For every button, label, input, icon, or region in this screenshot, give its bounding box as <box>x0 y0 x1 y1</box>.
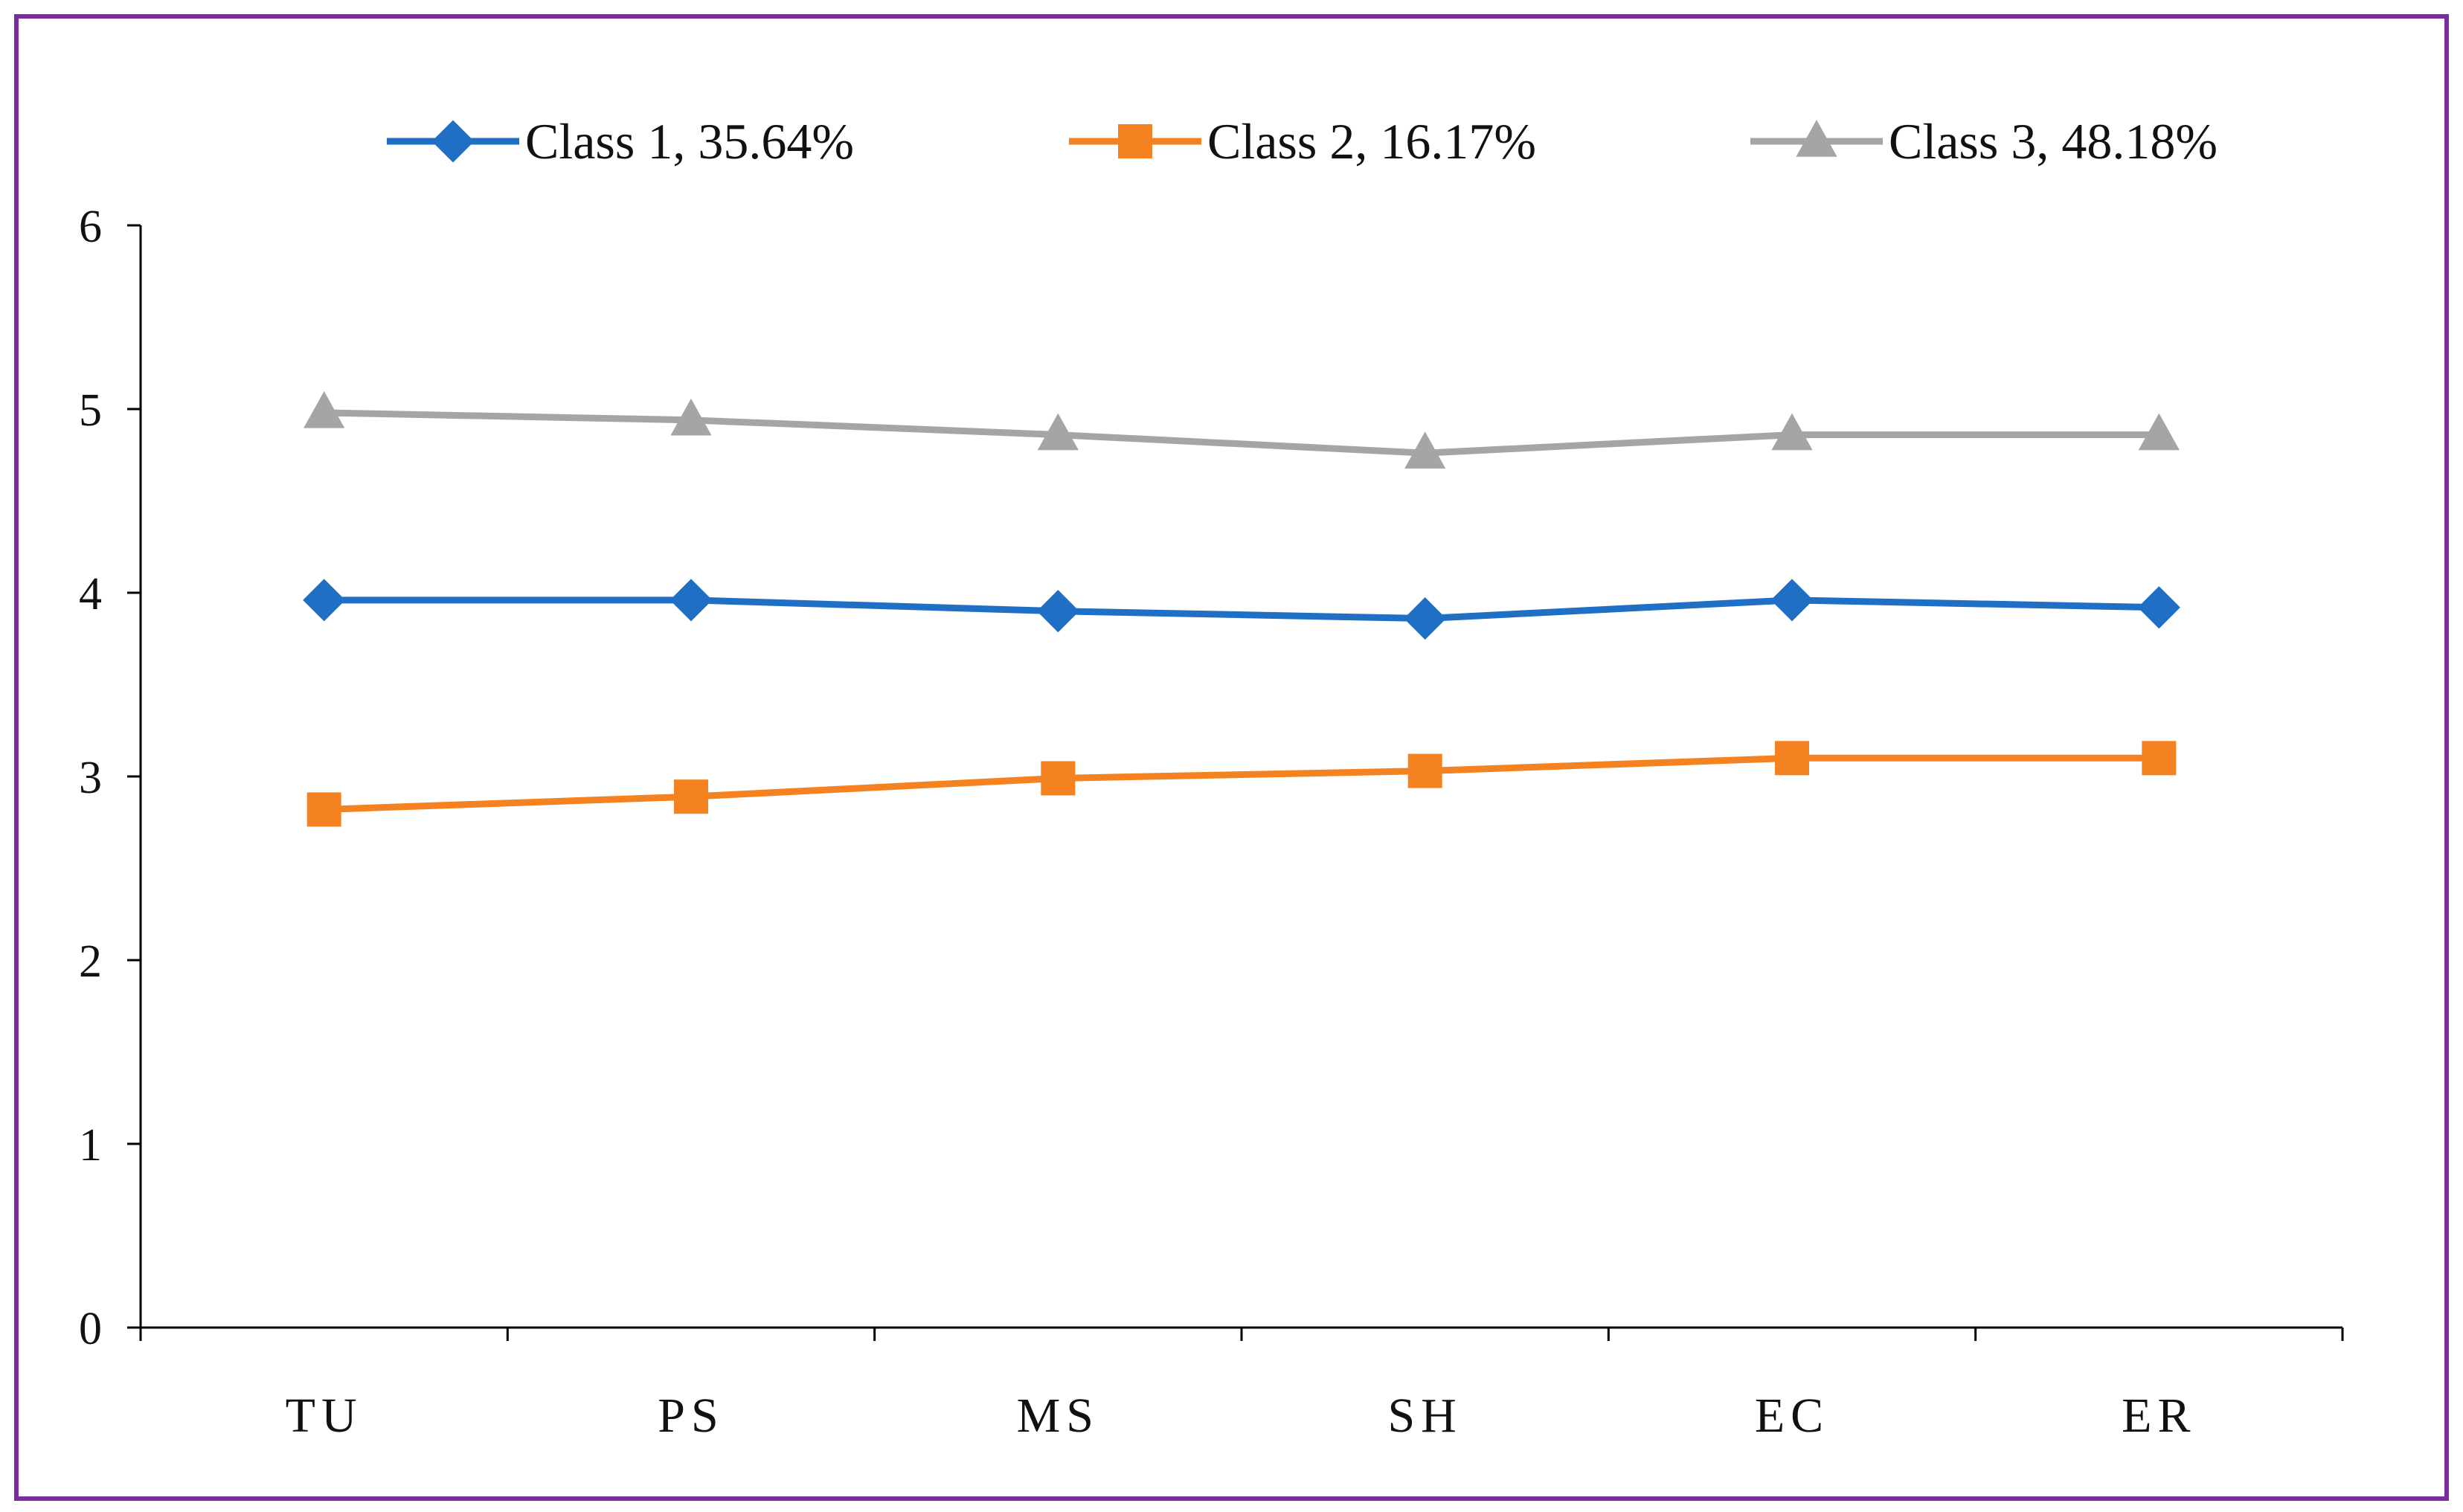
series-2 <box>306 741 2177 827</box>
x-tick-label: PS <box>658 1389 724 1443</box>
data-point <box>1041 761 1076 796</box>
x-tick-label: MS <box>1017 1389 1099 1443</box>
series-3 <box>304 390 2180 469</box>
legend-item: Class 1, 35.64% <box>387 113 854 170</box>
data-point <box>674 779 708 814</box>
data-point <box>670 398 712 436</box>
series-1 <box>303 579 2180 640</box>
data-point <box>669 579 713 622</box>
legend-label: Class 2, 16.17% <box>1207 113 1536 170</box>
axes: 0 1 2 3 4 5 6 TU PS MS SH EC ER <box>79 202 2344 1443</box>
legend-label: Class 1, 35.64% <box>525 113 854 170</box>
x-tick-label: SH <box>1387 1389 1462 1443</box>
data-point <box>1775 741 1809 776</box>
legend-marker <box>431 120 475 163</box>
data-point <box>1407 753 1442 788</box>
data-point <box>2142 741 2177 776</box>
data-point <box>2137 586 2180 629</box>
data-point <box>306 792 341 827</box>
data-point <box>1036 590 1079 633</box>
y-tick-label: 4 <box>79 569 102 620</box>
data-point <box>2138 413 2180 451</box>
series-line <box>324 596 2159 623</box>
legend-marker <box>1118 124 1152 158</box>
legend-item: Class 3, 48.18% <box>1750 113 2218 170</box>
series-line <box>324 409 2159 457</box>
y-tick-label: 5 <box>79 385 102 436</box>
x-tick-label: ER <box>2122 1389 2196 1443</box>
data-point <box>1770 579 1814 622</box>
chart-frame: Class 1, 35.64% Class 2, 16.17% Class 3, 4… <box>14 14 2449 1501</box>
legend-marker <box>1796 120 1837 157</box>
data-point <box>1771 413 1813 451</box>
y-tick-label: 1 <box>79 1120 102 1171</box>
legend: Class 1, 35.64% Class 2, 16.17% Class 3, 4… <box>387 113 2218 170</box>
line-chart: Class 1, 35.64% Class 2, 16.17% Class 3, 4… <box>79 113 2344 1443</box>
data-point <box>1404 597 1447 640</box>
y-tick-label: 2 <box>79 936 102 987</box>
legend-item: Class 2, 16.17% <box>1069 113 1536 170</box>
series-line <box>324 754 2159 813</box>
data-point <box>303 579 346 622</box>
legend-label: Class 3, 48.18% <box>1889 113 2218 170</box>
y-tick-label: 0 <box>79 1304 102 1354</box>
series-layer <box>303 390 2180 827</box>
data-point <box>304 390 345 428</box>
x-tick-label: TU <box>286 1389 363 1443</box>
x-tick-label: EC <box>1755 1389 1829 1443</box>
y-tick-label: 6 <box>79 202 102 252</box>
data-point <box>1037 413 1079 451</box>
y-tick-label: 3 <box>79 753 102 803</box>
data-point <box>1404 431 1446 469</box>
